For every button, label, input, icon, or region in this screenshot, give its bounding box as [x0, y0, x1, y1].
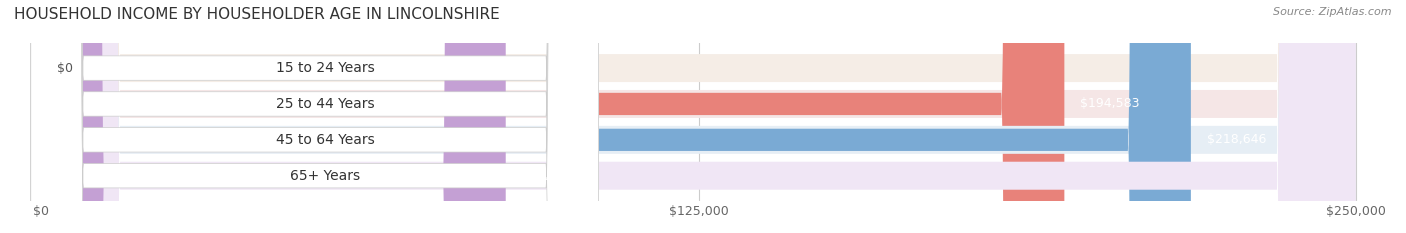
- FancyBboxPatch shape: [31, 0, 599, 233]
- Text: 45 to 64 Years: 45 to 64 Years: [276, 133, 374, 147]
- FancyBboxPatch shape: [41, 0, 1355, 233]
- FancyBboxPatch shape: [41, 0, 1064, 233]
- Text: $88,333: $88,333: [522, 169, 574, 182]
- FancyBboxPatch shape: [41, 0, 1191, 233]
- FancyBboxPatch shape: [31, 0, 599, 233]
- Text: 25 to 44 Years: 25 to 44 Years: [276, 97, 374, 111]
- FancyBboxPatch shape: [31, 0, 599, 233]
- Text: $218,646: $218,646: [1206, 133, 1265, 146]
- Text: 15 to 24 Years: 15 to 24 Years: [276, 61, 374, 75]
- Text: $0: $0: [58, 62, 73, 75]
- FancyBboxPatch shape: [41, 0, 1355, 233]
- Text: Source: ZipAtlas.com: Source: ZipAtlas.com: [1274, 7, 1392, 17]
- Text: $194,583: $194,583: [1080, 97, 1140, 110]
- FancyBboxPatch shape: [41, 0, 1355, 233]
- FancyBboxPatch shape: [41, 0, 506, 233]
- FancyBboxPatch shape: [31, 0, 599, 233]
- FancyBboxPatch shape: [41, 0, 1355, 233]
- Text: HOUSEHOLD INCOME BY HOUSEHOLDER AGE IN LINCOLNSHIRE: HOUSEHOLD INCOME BY HOUSEHOLDER AGE IN L…: [14, 7, 499, 22]
- Text: 65+ Years: 65+ Years: [290, 169, 360, 183]
